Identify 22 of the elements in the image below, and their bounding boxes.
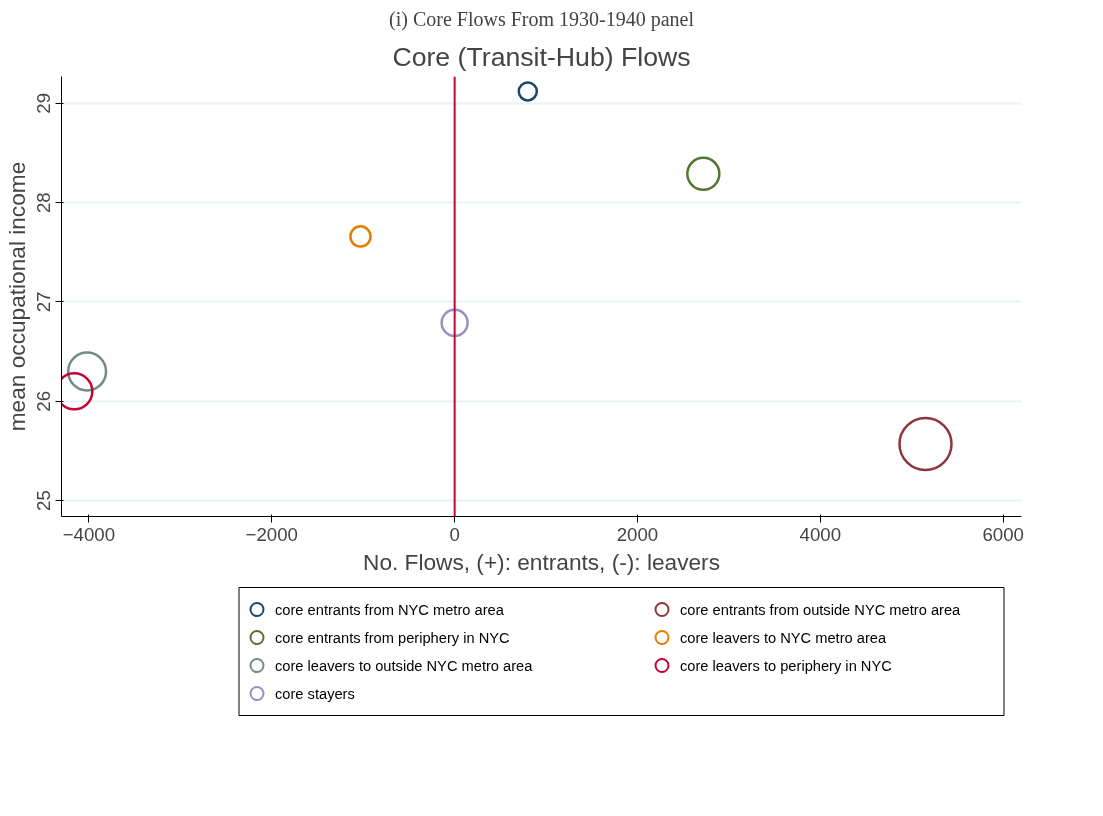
chart-subtitle: Core (Transit-Hub) Flows	[392, 41, 691, 72]
legend-label: core entrants from NYC metro area	[275, 601, 505, 618]
y-tick-label: 28	[33, 192, 55, 214]
x-tick-label: −2000	[245, 523, 298, 545]
x-tick-label: 6000	[982, 523, 1024, 545]
legend-label: core leavers to outside NYC metro area	[275, 657, 534, 674]
y-tick-label: 29	[33, 92, 55, 114]
legend-label: core stayers	[275, 685, 355, 702]
legend-label: core entrants from periphery in NYC	[275, 629, 511, 646]
x-tick-label: −4000	[62, 523, 116, 545]
legend-label: core leavers to NYC metro area	[680, 629, 887, 646]
legend-label: core entrants from outside NYC metro area	[680, 601, 962, 618]
x-tick-label: 0	[449, 523, 460, 545]
x-tick-label: 4000	[799, 523, 842, 545]
y-axis-title: mean occupational income	[3, 161, 30, 432]
chart-title: (i) Core Flows From 1930-1940 panel	[389, 7, 695, 31]
x-tick-label: 2000	[616, 523, 659, 545]
y-tick-label: 26	[33, 390, 55, 412]
legend-label: core leavers to periphery in NYC	[680, 657, 893, 674]
y-tick-label: 25	[33, 490, 55, 511]
x-axis-title: No. Flows, (+): entrants, (-): leavers	[363, 548, 720, 575]
y-tick-label: 27	[33, 291, 55, 313]
